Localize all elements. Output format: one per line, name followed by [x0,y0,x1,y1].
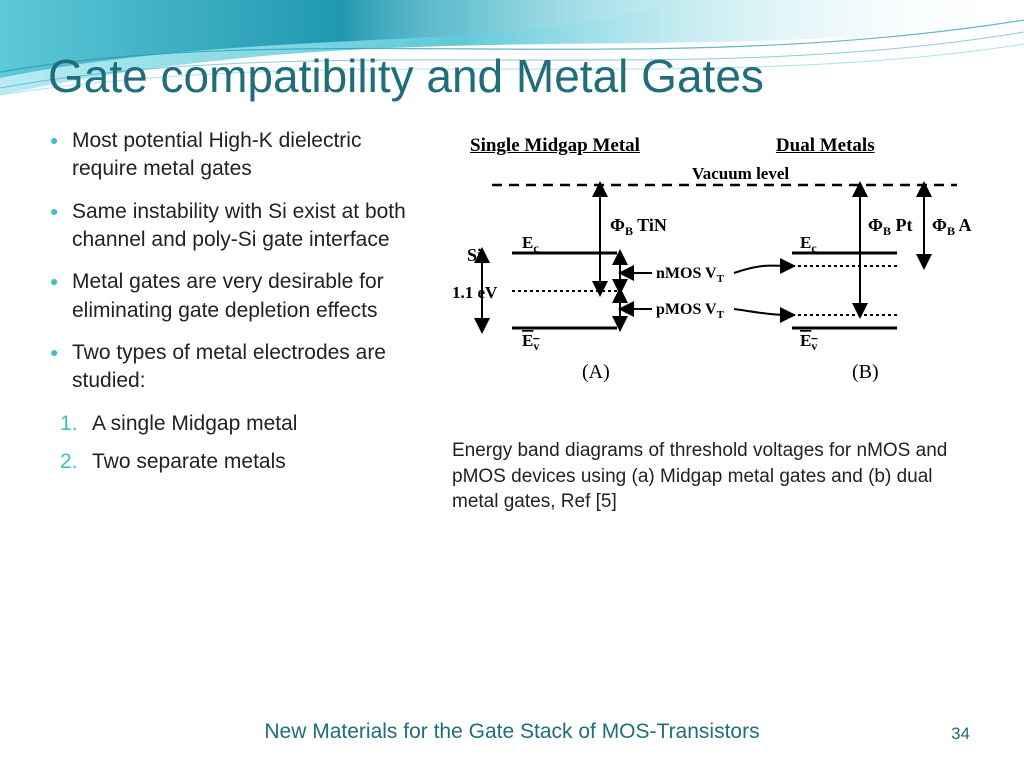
bullet-item: Same instability with Si exist at both c… [48,198,428,255]
panel-b-label: (B) [852,361,879,383]
svg-text:ΦB TiN: ΦB TiN [610,215,667,238]
diagram-column: Single Midgap Metal Dual Metals Va [452,127,976,515]
diagram-caption: Energy band diagrams of threshold voltag… [452,438,976,515]
bullet-column: Most potential High-K dielectric require… [48,127,428,515]
bullet-item: Most potential High-K dielectric require… [48,127,428,184]
vacuum-label: Vacuum level [692,164,789,183]
slide-title: Gate compatibility and Metal Gates [48,50,976,103]
svg-text:ΦB Pt: ΦB Pt [868,215,912,238]
svg-text:Ec: Ec [522,233,539,255]
si-label: Si [467,245,482,265]
svg-text:Ec: Ec [800,233,817,255]
svg-text:nMOS VT: nMOS VT [656,265,725,285]
footer-text: New Materials for the Gate Stack of MOS-… [0,720,1024,744]
svg-text:pMOS VT: pMOS VT [656,301,725,321]
diagram-title-a: Single Midgap Metal [452,135,756,157]
diagram-title-b: Dual Metals [756,135,976,157]
numbered-item: Two separate metals [48,448,428,476]
panel-a-label: (A) [582,361,610,383]
svg-text:Ev: Ev [800,331,817,353]
svg-text:Ev: Ev [522,331,539,353]
bullet-item: Two types of metal electrodes are studie… [48,339,428,396]
energy-band-diagram: Vacuum level Si 1.1 eV Ec Ev [452,163,972,413]
numbered-item: A single Midgap metal [48,410,428,438]
svg-text:ΦB Al: ΦB Al [932,215,972,238]
page-number: 34 [951,724,970,744]
bullet-item: Metal gates are very desirable for elimi… [48,268,428,325]
gap-label: 1.1 eV [452,283,498,302]
